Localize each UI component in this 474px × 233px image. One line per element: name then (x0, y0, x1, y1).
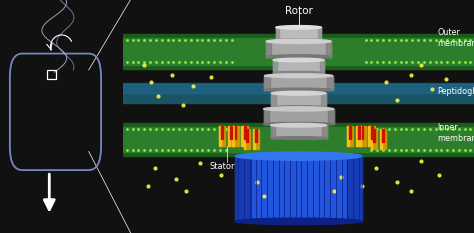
Ellipse shape (236, 218, 362, 225)
Text: Stator: Stator (209, 162, 235, 171)
Ellipse shape (271, 123, 327, 127)
Text: Outer
membrane: Outer membrane (437, 28, 474, 48)
Bar (328, 109, 334, 124)
Ellipse shape (272, 106, 326, 109)
Ellipse shape (264, 88, 333, 91)
Ellipse shape (276, 26, 321, 29)
Bar (235, 126, 237, 139)
Bar (266, 41, 331, 56)
Bar (266, 41, 272, 56)
Bar (241, 126, 243, 146)
Ellipse shape (273, 71, 324, 74)
Text: Inner
membrane: Inner membrane (437, 123, 474, 143)
Bar (232, 126, 238, 146)
Bar (272, 93, 276, 107)
Ellipse shape (266, 55, 331, 58)
Bar (359, 126, 365, 146)
Ellipse shape (264, 107, 334, 111)
Bar (228, 126, 230, 146)
Bar (272, 93, 326, 107)
Bar (253, 129, 259, 149)
Bar (230, 126, 232, 139)
Bar (347, 126, 353, 146)
Bar (273, 60, 277, 73)
Bar (271, 125, 327, 138)
Bar (264, 76, 270, 90)
Bar (123, 83, 474, 103)
Bar (244, 126, 246, 139)
Bar (380, 129, 382, 149)
Ellipse shape (264, 74, 333, 78)
Bar (326, 41, 331, 56)
Bar (228, 126, 235, 146)
Bar (321, 93, 326, 107)
Bar (380, 129, 386, 149)
Bar (244, 129, 250, 149)
Bar (255, 129, 257, 142)
Bar (123, 34, 474, 69)
Bar (232, 126, 234, 146)
Bar (246, 129, 247, 142)
Bar (264, 109, 269, 124)
Bar (368, 126, 370, 146)
Bar (264, 109, 334, 124)
Bar (356, 126, 363, 146)
Bar (253, 129, 255, 149)
Bar (318, 27, 321, 40)
Bar (219, 126, 221, 146)
Bar (362, 126, 364, 139)
Bar (320, 60, 324, 73)
Bar (273, 60, 324, 73)
Bar (241, 126, 248, 146)
Ellipse shape (272, 91, 326, 95)
Bar (347, 126, 349, 146)
Text: Peptidoglycan: Peptidoglycan (437, 87, 474, 96)
Bar (244, 129, 246, 149)
Bar (221, 126, 223, 139)
Bar (123, 38, 474, 65)
Bar (358, 126, 360, 139)
Bar (123, 84, 474, 93)
Ellipse shape (266, 39, 331, 44)
Bar (371, 129, 377, 149)
Bar (47, 70, 56, 79)
Bar (356, 126, 358, 146)
Bar (359, 126, 361, 146)
Bar (123, 127, 474, 152)
Bar (236, 156, 251, 221)
Bar (346, 156, 362, 221)
Bar (271, 125, 275, 138)
Bar (371, 126, 373, 139)
Bar (371, 129, 373, 149)
Bar (373, 129, 374, 142)
Ellipse shape (276, 39, 321, 42)
Bar (236, 156, 362, 221)
Bar (368, 126, 375, 146)
Bar (349, 126, 351, 139)
Bar (276, 27, 280, 40)
Ellipse shape (271, 137, 327, 140)
Ellipse shape (273, 58, 324, 62)
Bar (328, 76, 333, 90)
Bar (322, 125, 327, 138)
Text: Rotor: Rotor (285, 6, 312, 16)
Bar (123, 123, 474, 156)
Bar (382, 129, 384, 142)
Bar (219, 126, 225, 146)
Bar (276, 27, 321, 40)
Bar (264, 76, 333, 90)
Ellipse shape (264, 122, 334, 126)
Ellipse shape (236, 152, 362, 160)
